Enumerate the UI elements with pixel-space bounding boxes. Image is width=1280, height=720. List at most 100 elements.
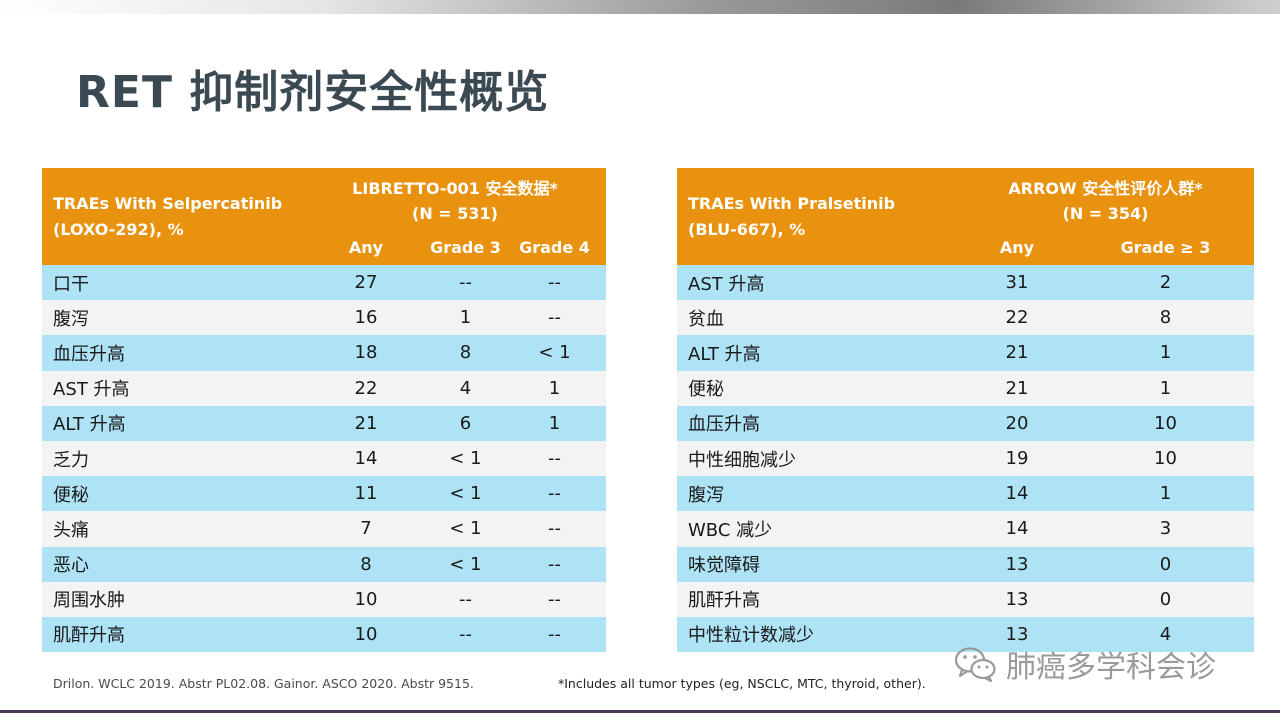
cell-value: 14 bbox=[957, 511, 1077, 547]
row-label: 味觉障碍 bbox=[677, 546, 957, 582]
cell-value: -- bbox=[428, 265, 503, 301]
row-label: 血压升高 bbox=[677, 405, 957, 441]
cell-value: 10 bbox=[1077, 405, 1254, 441]
cell-value: 1 bbox=[1077, 476, 1254, 512]
cell-value: -- bbox=[428, 581, 503, 617]
row-label: 腹泻 bbox=[42, 300, 304, 336]
cell-value: -- bbox=[503, 616, 607, 653]
cell-value: 19 bbox=[957, 440, 1077, 477]
cell-value: 3 bbox=[1077, 511, 1254, 547]
row-label: ALT 升高 bbox=[42, 405, 304, 441]
cell-value: -- bbox=[503, 546, 607, 582]
table-row: 肌酐升高 13 0 bbox=[677, 581, 1254, 617]
cell-value: 2 bbox=[1077, 265, 1254, 301]
column-header: Any bbox=[999, 238, 1035, 257]
cell-value: 1 bbox=[1077, 335, 1254, 371]
cell-value: 1 bbox=[503, 370, 607, 406]
cell-value: < 1 bbox=[428, 546, 503, 582]
cell-value: 4 bbox=[428, 370, 503, 406]
row-label: 贫血 bbox=[677, 300, 957, 336]
cell-value: 0 bbox=[1077, 546, 1254, 582]
row-label: 肌酐升高 bbox=[42, 616, 304, 653]
cell-value: < 1 bbox=[428, 440, 503, 477]
group-header: LIBRETTO-001 安全数据* (N = 531) bbox=[304, 168, 606, 230]
row-label: WBC 减少 bbox=[677, 511, 957, 547]
group-header-line1: ARROW 安全性评价人群* bbox=[1008, 179, 1203, 198]
row-label: 便秘 bbox=[677, 370, 957, 406]
cell-value: 13 bbox=[957, 546, 1077, 582]
row-label: 口干 bbox=[42, 265, 304, 301]
group-header: ARROW 安全性评价人群* (N = 354) bbox=[957, 168, 1254, 230]
cell-value: 11 bbox=[304, 476, 428, 512]
row-label: 头痛 bbox=[42, 511, 304, 547]
cell-value: 21 bbox=[304, 405, 428, 441]
references-footnote: Drilon. WCLC 2019. Abstr PL02.08. Gainor… bbox=[53, 676, 474, 691]
table-row: 周围水肿 10 -- -- bbox=[42, 581, 607, 617]
cell-value: 13 bbox=[957, 616, 1077, 653]
cell-value: 1 bbox=[503, 405, 607, 441]
pralsetinib-table: TRAEs With Pralsetinib (BLU-667), % ARRO… bbox=[677, 168, 1254, 653]
row-label: 血压升高 bbox=[42, 335, 304, 371]
row-label: 中性粒计数减少 bbox=[677, 616, 957, 653]
table-row: AST 升高 22 4 1 bbox=[42, 370, 607, 406]
column-header: Grade 4 bbox=[519, 238, 590, 257]
table-row: 中性粒计数减少 13 4 bbox=[677, 616, 1254, 653]
row-label: ALT 升高 bbox=[677, 335, 957, 371]
cell-value: 0 bbox=[1077, 581, 1254, 617]
table-row: WBC 减少 14 3 bbox=[677, 511, 1254, 547]
table-row: 便秘 21 1 bbox=[677, 370, 1254, 406]
table-row: AST 升高 31 2 bbox=[677, 265, 1254, 301]
row-label: 中性细胞减少 bbox=[677, 440, 957, 477]
cell-value: 13 bbox=[957, 581, 1077, 617]
cell-value: -- bbox=[428, 616, 503, 653]
cell-value: 21 bbox=[957, 335, 1077, 371]
table-row: 血压升高 18 8 < 1 bbox=[42, 335, 607, 371]
group-header-line2: (N = 354) bbox=[1062, 204, 1149, 223]
column-header: Grade ≥ 3 bbox=[1120, 238, 1211, 257]
cell-value: 22 bbox=[304, 370, 428, 406]
wechat-icon bbox=[954, 647, 996, 683]
cell-value: 4 bbox=[1077, 616, 1254, 653]
cell-value: 14 bbox=[304, 440, 428, 477]
bottom-divider bbox=[0, 710, 1280, 713]
row-label-header: TRAEs With Selpercatinib (LOXO-292), % bbox=[53, 193, 283, 239]
cell-value: 20 bbox=[957, 405, 1077, 441]
cell-value: -- bbox=[503, 440, 607, 477]
group-header-line2: (N = 531) bbox=[412, 204, 498, 223]
row-label: 肌酐升高 bbox=[677, 581, 957, 617]
table-row: ALT 升高 21 1 bbox=[677, 335, 1254, 371]
cell-value: -- bbox=[503, 300, 607, 336]
column-header: Any bbox=[348, 238, 384, 257]
row-label: AST 升高 bbox=[42, 370, 304, 406]
table-row: 贫血 22 8 bbox=[677, 300, 1254, 336]
cell-value: 6 bbox=[428, 405, 503, 441]
cell-value: 22 bbox=[957, 300, 1077, 336]
cell-value: 10 bbox=[304, 616, 428, 653]
table-row: 头痛 7 < 1 -- bbox=[42, 511, 607, 547]
group-header-line1: LIBRETTO-001 安全数据* bbox=[352, 179, 558, 198]
watermark: 肺癌多学科会诊 bbox=[954, 641, 1216, 687]
row-label: 恶心 bbox=[42, 546, 304, 582]
table-row: 乏力 14 < 1 -- bbox=[42, 440, 607, 477]
cell-value: < 1 bbox=[428, 476, 503, 512]
table-row: 口干 27 -- -- bbox=[42, 265, 607, 301]
cell-value: 1 bbox=[1077, 370, 1254, 406]
table-row: 恶心 8 < 1 -- bbox=[42, 546, 607, 582]
asterisk-footnote: *Includes all tumor types (eg, NSCLC, MT… bbox=[558, 676, 926, 691]
table-row: 腹泻 16 1 -- bbox=[42, 300, 607, 336]
cell-value: 18 bbox=[304, 335, 428, 371]
cell-value: < 1 bbox=[503, 335, 607, 371]
row-label: 便秘 bbox=[42, 476, 304, 512]
cell-value: -- bbox=[503, 476, 607, 512]
page-title: RET 抑制剂安全性概览 bbox=[76, 67, 550, 118]
cell-value: 21 bbox=[957, 370, 1077, 406]
cell-value: 8 bbox=[1077, 300, 1254, 336]
cell-value: 1 bbox=[428, 300, 503, 336]
row-label: 乏力 bbox=[42, 440, 304, 477]
table-row: 味觉障碍 13 0 bbox=[677, 546, 1254, 582]
cell-value: 7 bbox=[304, 511, 428, 547]
cell-value: 31 bbox=[957, 265, 1077, 301]
row-label: 周围水肿 bbox=[42, 581, 304, 617]
cell-value: 8 bbox=[428, 335, 503, 371]
row-label: 腹泻 bbox=[677, 476, 957, 512]
